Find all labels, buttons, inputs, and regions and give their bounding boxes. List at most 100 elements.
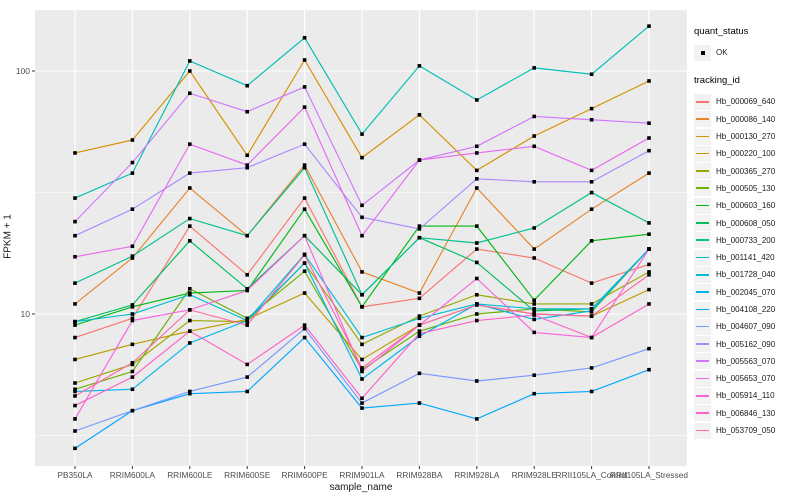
data-point-Hb_000130_270 (302, 58, 307, 62)
data-point-Hb_005563_070 (475, 144, 479, 149)
data-point-Hb_000130_270 (188, 69, 192, 73)
data-point-Hb_000603_160 (532, 298, 536, 302)
data-point-Hb_004108_220 (647, 367, 651, 372)
data-point-Hb_053709_050 (302, 253, 307, 257)
data-point-Hb_001728_040 (130, 312, 135, 316)
data-point-Hb_005914_110 (302, 233, 307, 238)
legend-line-swatch-icon (694, 180, 711, 197)
x-tick-label: RRII105LA_Control (556, 470, 628, 480)
data-point-Hb_005914_110 (532, 330, 536, 335)
data-point-Hb_004607_090 (417, 371, 422, 376)
x-tick-label: RRIM600PE (282, 470, 329, 480)
data-point-Hb_000365_270 (589, 302, 594, 306)
data-point-Hb_000505_130 (73, 387, 77, 392)
data-point-Hb_000608_050 (188, 239, 192, 243)
x-tick-label: RRIM928BA (396, 470, 443, 480)
data-point-Hb_000069_640 (475, 247, 479, 251)
data-point-Hb_000505_130 (302, 269, 307, 274)
legend-item-label: Hb_000365_270 (716, 166, 776, 176)
legend-item-Hb_002045_070: Hb_002045_070 (694, 284, 798, 301)
data-point-Hb_004607_090 (360, 401, 364, 405)
legend-item-label: OK (716, 48, 728, 58)
data-point-Hb_004108_220 (417, 401, 422, 405)
data-point-Hb_000733_200 (130, 254, 135, 258)
legend-item-label: Hb_002045_070 (716, 287, 776, 297)
data-point-Hb_006846_130 (475, 318, 479, 323)
data-point-Hb_004607_090 (647, 346, 651, 351)
data-point-Hb_000086_140 (360, 270, 364, 274)
legend-line-swatch-icon (694, 111, 711, 128)
data-point-Hb_001141_420 (475, 98, 479, 102)
data-point-Hb_001141_420 (589, 72, 594, 77)
data-point-Hb_000069_640 (245, 272, 249, 277)
data-point-Hb_004607_090 (73, 429, 77, 433)
data-point-Hb_000365_270 (532, 302, 536, 306)
data-point-Hb_000069_640 (130, 316, 135, 321)
legend-item-label: Hb_000608_050 (716, 218, 776, 228)
data-point-Hb_005653_070 (532, 144, 536, 149)
data-point-Hb_000130_270 (475, 168, 479, 173)
x-tick-label: RRIM928LE (512, 470, 558, 480)
data-point-Hb_004607_090 (589, 366, 594, 370)
data-point-Hb_000220_100 (73, 357, 77, 362)
data-point-Hb_004607_090 (302, 326, 307, 331)
data-point-Hb_000086_140 (589, 207, 594, 211)
data-point-Hb_005162_090 (532, 179, 536, 184)
legend-tracking-entries: Hb_000069_640 Hb_000086_140 Hb_000130_270 H… (694, 93, 798, 439)
data-point-Hb_000086_140 (647, 171, 651, 175)
data-point-Hb_000220_100 (302, 291, 307, 295)
panel-background (35, 10, 687, 466)
y-axis-title: FPKM + 1 (2, 214, 14, 259)
data-point-Hb_004607_090 (245, 375, 249, 379)
data-point-Hb_004108_220 (589, 389, 594, 394)
legend-title-tracking-id: tracking_id (694, 75, 740, 87)
data-point-Hb_001141_420 (130, 171, 135, 175)
data-point-Hb_001728_040 (589, 307, 594, 311)
data-point-Hb_005563_070 (589, 117, 594, 122)
data-point-Hb_004108_220 (245, 389, 249, 394)
legend-line-swatch-icon (694, 197, 711, 214)
legend-line-swatch-icon (694, 301, 711, 318)
data-point-Hb_005563_070 (130, 160, 135, 165)
data-point-Hb_053709_050 (475, 303, 479, 307)
data-point-Hb_000603_160 (417, 224, 422, 228)
data-point-Hb_053709_050 (647, 272, 651, 277)
data-point-Hb_053709_050 (73, 394, 77, 398)
data-point-Hb_000505_130 (188, 286, 192, 291)
data-point-Hb_000733_200 (73, 281, 77, 285)
data-point-Hb_001141_420 (532, 66, 536, 70)
legend-item-label: Hb_000069_640 (716, 97, 776, 107)
legend-item-label: Hb_004607_090 (716, 322, 776, 332)
data-point-Hb_005162_090 (360, 215, 364, 220)
data-point-Hb_005563_070 (302, 85, 307, 89)
data-point-Hb_001728_040 (360, 335, 364, 340)
legend-item-label: Hb_000130_270 (716, 132, 776, 142)
data-point-Hb_000130_270 (589, 106, 594, 111)
data-point-Hb_005162_090 (245, 165, 249, 170)
data-point-Hb_005914_110 (130, 318, 135, 323)
data-point-Hb_000130_270 (647, 79, 651, 83)
x-tick-label: RRIM600SE (224, 470, 271, 480)
legend-item-Hb_001141_420: Hb_001141_420 (694, 249, 798, 266)
legend-line-swatch-icon (694, 353, 711, 370)
legend-line-swatch-icon (694, 93, 711, 110)
x-tick-label: RRIM928LA (454, 470, 500, 480)
data-point-Hb_000086_140 (532, 247, 536, 251)
data-point-Hb_000365_270 (475, 292, 479, 297)
data-point-Hb_004108_220 (302, 335, 307, 340)
data-point-Hb_000069_640 (188, 224, 192, 228)
legend-line-swatch-icon (694, 128, 711, 145)
legend-line-swatch-icon (694, 336, 711, 353)
x-tick-label: PB350LA (57, 470, 93, 480)
legend: quant_status OK tracking_id Hb_000069_64… (694, 26, 798, 439)
data-point-Hb_001728_040 (188, 292, 192, 297)
legend-item-Hb_000505_130: Hb_000505_130 (694, 180, 798, 197)
data-point-Hb_005162_090 (188, 171, 192, 175)
data-point-Hb_000220_100 (647, 287, 651, 292)
data-point-Hb_005653_070 (589, 168, 594, 173)
data-point-Hb_000086_140 (302, 163, 307, 167)
legend-item-Hb_000086_140: Hb_000086_140 (694, 111, 798, 128)
data-point-Hb_000603_160 (647, 232, 651, 237)
data-point-Hb_006846_130 (647, 302, 651, 306)
